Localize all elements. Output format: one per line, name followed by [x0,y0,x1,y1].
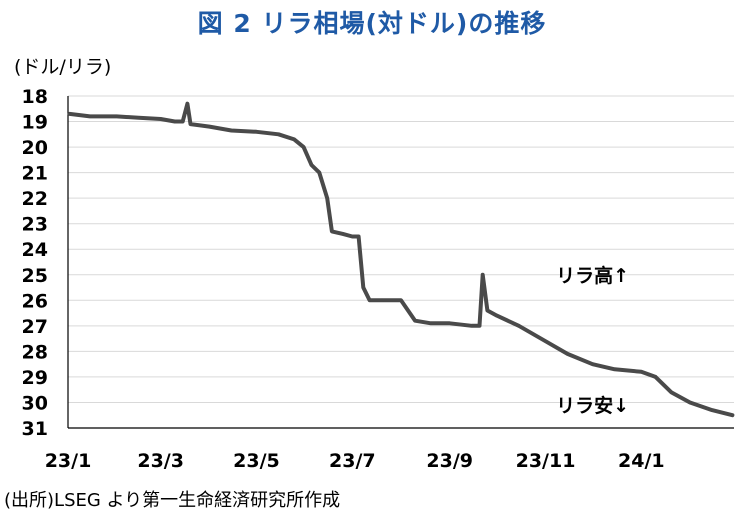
data-point [302,145,306,149]
data-point [309,163,314,167]
data-point [477,324,482,328]
data-point [495,314,499,318]
x-tick-label: 23/7 [329,450,376,472]
y-tick-label: 20 [22,137,48,159]
data-point [357,234,361,239]
x-tick-label: 23/5 [233,450,280,472]
data-point [710,408,714,412]
annotation-label: リラ安↓ [556,394,629,417]
data-point [88,114,92,118]
data-point [485,308,489,313]
y-tick-label: 31 [22,418,48,440]
y-tick-labels: 18 19 20 21 22 23 24 25 26 27 28 29 30 31 [22,86,48,440]
data-point [207,125,211,129]
data-point [470,324,474,328]
data-point [188,122,193,126]
y-tick-label: 26 [22,290,48,312]
x-tick-label: 23/3 [137,450,184,472]
annotation-label: リラ高↑ [556,264,629,287]
x-tick-labels: 23/1 23/3 23/5 23/7 23/9 23/11 24/1 [45,450,665,472]
x-tick-label: 23/9 [426,450,473,472]
data-point [591,362,595,366]
data-point [330,229,334,233]
data-point [185,102,189,106]
y-unit-label: (ドル/リラ) [14,56,112,78]
data-point [181,119,185,124]
data-point [613,367,617,371]
data-point [350,234,354,239]
y-tick-label: 30 [22,392,48,414]
y-tick-label: 24 [22,239,48,261]
data-point [688,400,692,405]
data-point [368,298,372,302]
y-tick-label: 27 [22,316,48,338]
y-tick-label: 23 [22,214,48,236]
data-point [115,114,119,118]
data-point [429,321,433,325]
y-tick-label: 19 [22,112,48,134]
y-tick-label: 21 [22,163,48,185]
chart-title: 図 2 リラ相場(対ドル)の推移 [197,9,547,38]
data-point [380,298,384,302]
series-layer [67,101,735,418]
data-point [517,324,521,328]
data-point [325,196,329,200]
data-point [229,128,233,133]
x-tick-label: 23/1 [45,450,92,472]
data-point [68,112,72,116]
y-tick-label: 22 [22,188,48,210]
data-point [159,117,163,121]
data-point [481,273,485,277]
data-point [730,413,735,417]
data-point [543,339,548,343]
source-note: (出所)LSEG より第一生命経済研究所作成 [4,490,341,511]
annotations: リラ高↑ リラ安↓ [556,264,629,417]
data-point [341,232,345,236]
data-point [137,116,141,120]
data-point [173,119,177,124]
y-tick-label: 18 [22,86,48,108]
data-point [317,171,321,175]
data-point [399,298,403,302]
data-point [653,375,658,379]
series-line-0 [67,101,735,418]
x-tick-label: 23/11 [516,450,576,472]
y-tick-label: 25 [22,265,48,287]
data-point [361,285,365,290]
y-tick-label: 29 [22,367,48,389]
grid-lines [68,95,734,429]
data-point [254,130,259,134]
data-point [448,321,452,325]
data-point [565,352,570,356]
data-point [669,390,673,394]
data-point [276,132,281,136]
x-tick-label: 24/1 [618,450,665,472]
axes [67,96,734,429]
y-tick-label: 28 [22,341,48,363]
data-point [292,137,296,141]
data-point [639,370,643,374]
data-point [413,319,417,323]
